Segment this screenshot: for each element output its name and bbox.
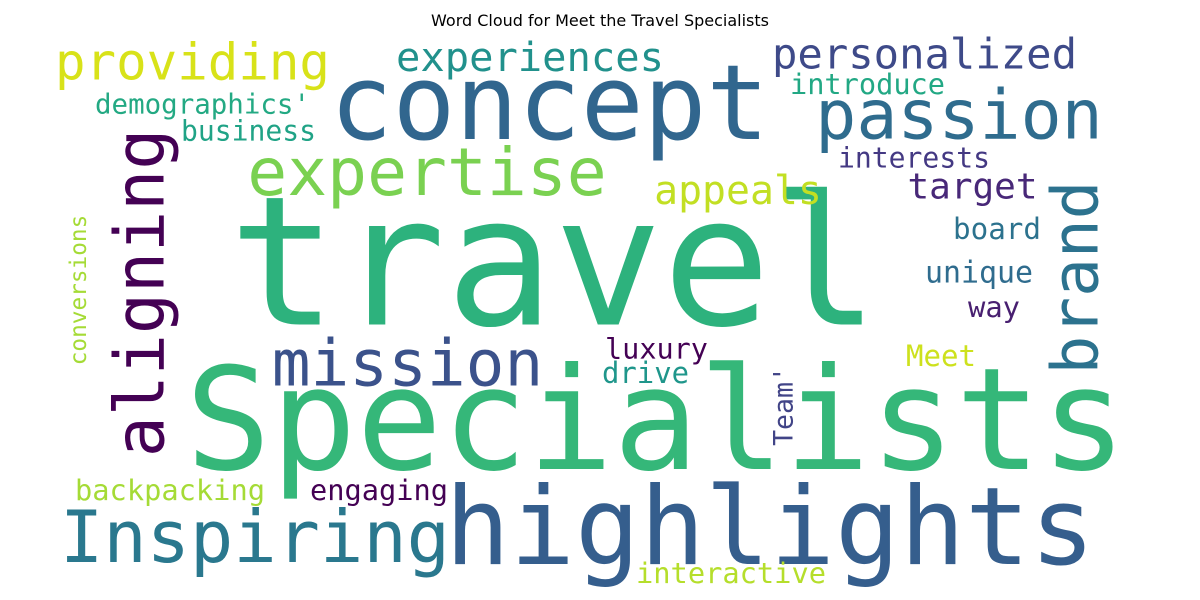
word-specialists: Specialists: [185, 337, 1126, 503]
word-conversions: conversions: [66, 215, 92, 366]
word-board: board: [953, 212, 1041, 246]
word-target: target: [907, 167, 1037, 208]
word-travel: travel: [229, 159, 879, 368]
word-way: way: [968, 290, 1020, 324]
word-engaging: engaging: [310, 473, 448, 507]
word-drive: drive: [602, 356, 689, 390]
word-team: Team': [769, 366, 800, 446]
word-backpacking: backpacking: [75, 473, 265, 507]
word-providing: providing: [55, 33, 330, 92]
word-interests: interests: [838, 142, 990, 175]
word-aligning: aligning: [102, 129, 181, 458]
word-personalized: personalized: [772, 30, 1077, 79]
word-experiences: experiences: [396, 33, 664, 81]
word-expertise: expertise: [247, 133, 606, 211]
page-title: Word Cloud for Meet the Travel Specialis…: [431, 11, 769, 30]
word-brand: brand: [1039, 181, 1114, 375]
word-appeals: appeals: [654, 168, 822, 214]
word-interactive: interactive: [636, 556, 826, 590]
word-introduce: introduce: [790, 67, 945, 101]
word-luxury: luxury: [605, 333, 708, 366]
word-concept: concept: [330, 42, 769, 164]
word-mission: mission: [272, 327, 544, 402]
word-business: business: [181, 115, 316, 148]
word-demographics: demographics': [95, 90, 310, 121]
word-unique: unique: [925, 256, 1033, 291]
word-passion: passion: [815, 77, 1103, 156]
word-inspiring: Inspiring: [60, 495, 450, 579]
word-highlights: highlights: [445, 465, 1095, 590]
word-meet: Meet: [906, 339, 976, 373]
